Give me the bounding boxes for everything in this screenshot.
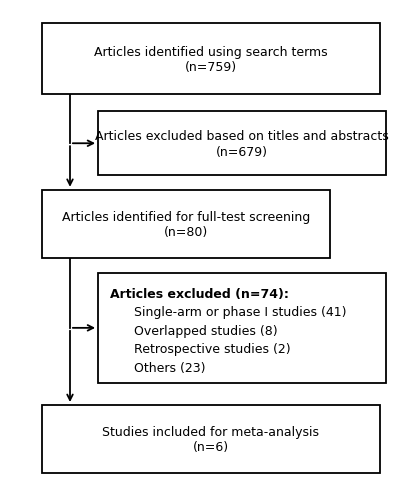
Text: Articles excluded based on titles and abstracts: Articles excluded based on titles and ab…	[95, 130, 389, 142]
Text: Single-arm or phase I studies (41): Single-arm or phase I studies (41)	[134, 305, 346, 319]
Text: (n=80): (n=80)	[164, 226, 208, 239]
Bar	[42, 190, 330, 259]
Text: Articles identified for full-test screening: Articles identified for full-test screen…	[62, 210, 310, 223]
Text: (n=759): (n=759)	[185, 61, 237, 74]
Text: Retrospective studies (2): Retrospective studies (2)	[134, 343, 291, 356]
Text: Overlapped studies (8): Overlapped studies (8)	[134, 324, 278, 337]
Text: Others (23): Others (23)	[134, 361, 206, 374]
Text: Articles excluded (n=74):: Articles excluded (n=74):	[110, 287, 289, 300]
Text: (n=6): (n=6)	[193, 441, 229, 453]
Text: (n=679): (n=679)	[216, 145, 268, 158]
Bar	[42, 405, 380, 473]
Text: Studies included for meta-analysis: Studies included for meta-analysis	[102, 425, 320, 438]
Text: Articles identified using search terms: Articles identified using search terms	[94, 45, 328, 59]
Bar	[98, 112, 386, 176]
Bar	[42, 24, 380, 95]
Bar	[98, 273, 386, 383]
